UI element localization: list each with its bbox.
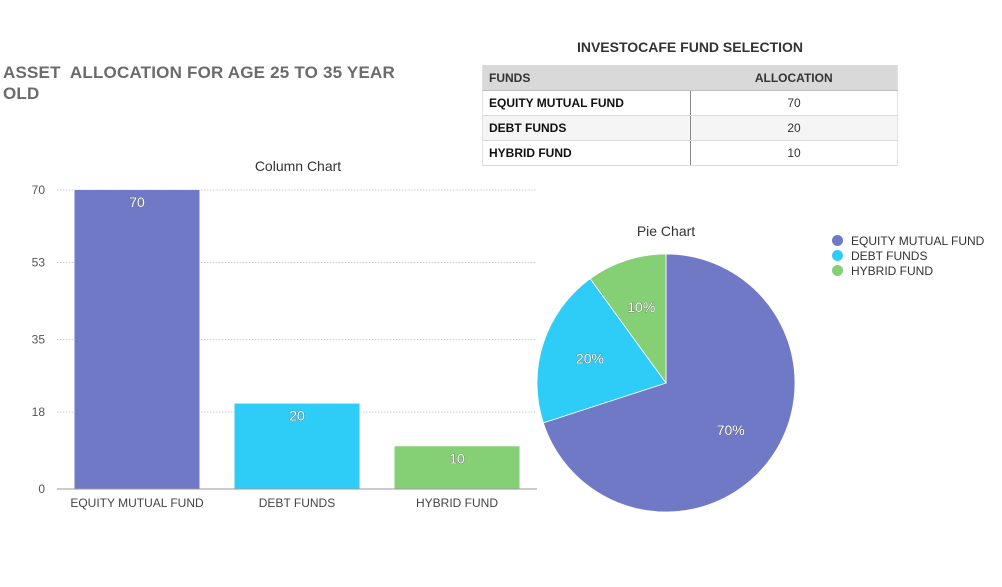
x-tick-label: EQUITY MUTUAL FUND	[70, 496, 204, 510]
legend-label: HYBRID FUND	[851, 263, 934, 278]
bar-data-label: 70	[129, 194, 145, 210]
legend-item-equity: EQUITY MUTUAL FUND	[832, 233, 984, 248]
legend-item-debt: DEBT FUNDS	[832, 248, 984, 263]
legend-swatch	[832, 235, 843, 246]
bar	[234, 403, 360, 489]
page-title: ASSET ALLOCATION FOR AGE 25 TO 35 YEAR O…	[3, 63, 400, 103]
pie-chart-title: Pie Chart	[637, 223, 695, 239]
fund-allocation-cell: 70	[690, 90, 898, 116]
table-title: INVESTOCAFE FUND SELECTION	[576, 39, 804, 55]
table-row: DEBT FUNDS 20	[482, 115, 898, 141]
fund-allocation-cell: 10	[690, 140, 898, 166]
legend-swatch	[832, 250, 843, 261]
pie-slice	[589, 253, 667, 385]
column-chart-title: Column Chart	[255, 158, 341, 174]
pie-data-label: 70%	[717, 422, 745, 438]
fund-name-cell: EQUITY MUTUAL FUND	[482, 90, 691, 116]
bar	[74, 190, 200, 489]
column-chart: 0 18 35 53 70 70 EQUITY MUTUAL FUND 20 DEBT FUND…	[32, 183, 537, 510]
y-tick-label: 53	[32, 256, 46, 270]
pie-data-label: 10%	[627, 299, 655, 315]
fund-allocation-cell: 20	[690, 115, 898, 141]
y-tick-label: 0	[38, 482, 45, 496]
pie-data-label: 20%	[576, 350, 604, 366]
fund-name-cell: HYBRID FUND	[482, 140, 691, 166]
column-header-funds: FUNDS	[482, 65, 691, 91]
bar-data-label: 20	[289, 408, 305, 424]
pie-legend: EQUITY MUTUAL FUND DEBT FUNDS HYBRID FUN…	[832, 233, 984, 278]
bar-data-label: 10	[449, 450, 465, 466]
bar	[394, 446, 520, 489]
x-tick-label: HYBRID FUND	[416, 496, 498, 510]
x-tick-label: DEBT FUNDS	[259, 496, 335, 510]
pie-chart: 70% 20% 10%	[536, 253, 796, 513]
column-header-allocation: ALLOCATION	[690, 65, 898, 91]
legend-label: EQUITY MUTUAL FUND	[851, 233, 985, 248]
table-header-row: FUNDS ALLOCATION	[482, 65, 898, 91]
legend-item-hybrid: HYBRID FUND	[832, 263, 984, 278]
y-tick-label: 18	[32, 405, 46, 419]
table-row: HYBRID FUND 10	[482, 140, 898, 166]
legend-label: DEBT FUNDS	[851, 248, 928, 263]
y-tick-label: 35	[32, 333, 46, 347]
legend-swatch	[832, 265, 843, 276]
table-row: EQUITY MUTUAL FUND 70	[482, 90, 898, 116]
y-tick-label: 70	[32, 183, 46, 197]
fund-name-cell: DEBT FUNDS	[482, 115, 691, 141]
fund-selection-table: FUNDS ALLOCATION EQUITY MUTUAL FUND 70 D…	[482, 65, 898, 166]
pie-slice	[536, 278, 667, 424]
pie-slice	[542, 253, 796, 513]
